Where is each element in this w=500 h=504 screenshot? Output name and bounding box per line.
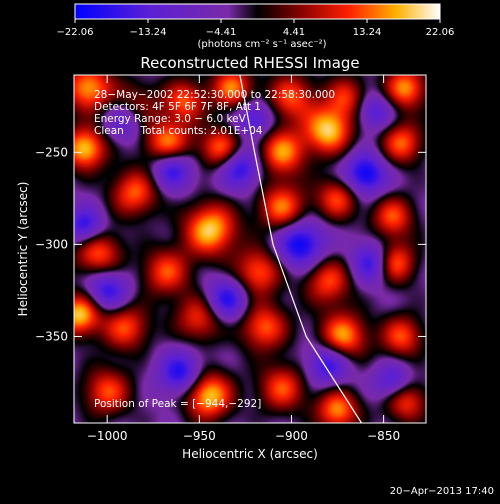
axis-ticks: −1000 −950 −900 −850 −250 −300 −350 [35, 75, 426, 443]
x-tick-label: −900 [275, 429, 308, 443]
colorbar-unit-label: (photons cm⁻² s⁻¹ asec⁻²) [197, 39, 326, 50]
y-tick-label: −300 [35, 237, 68, 251]
colorbar-tick-label: 13.24 [353, 27, 382, 38]
chart-title: Reconstructed RHESSI Image [140, 54, 359, 72]
plot-frame [73, 74, 427, 424]
heatmap-raster-holder [74, 75, 426, 423]
annotation-line-energy: Energy Range: 3.0 − 6.0 keV [94, 113, 247, 125]
solar-limb-curve [239, 75, 363, 423]
annotation-line-time: 28−May−2002 22:52:30.000 to 22:58:30.000 [94, 89, 335, 101]
peak-position-label: Position of Peak = [−944,−292] [94, 398, 261, 410]
heatmap-raster [74, 75, 426, 423]
colorbar-tick-label: 4.41 [283, 27, 305, 38]
x-tick-label: −1000 [87, 429, 128, 443]
y-tick-label: −250 [35, 145, 68, 159]
annotation-line-counts: Clean Total counts: 2.01E+04 [94, 125, 263, 137]
y-tick-label: −350 [35, 329, 68, 343]
annotation-line-detectors: Detectors: 4F 5F 6F 7F 8F, Att 1 [94, 101, 261, 113]
colorbar-ticks: −22.06 −13.24 −4.41 4.41 13.24 22.06 [56, 19, 454, 38]
y-axis-label: Heliocentric Y (arcsec) [16, 182, 30, 317]
colorbar-tick-label: −13.24 [129, 27, 166, 38]
colorbar [74, 3, 441, 20]
colorbar-tick-label: 22.06 [426, 27, 455, 38]
x-axis-label: Heliocentric X (arcsec) [182, 447, 318, 461]
annotation-block: 28−May−2002 22:52:30.000 to 22:58:30.000… [94, 89, 335, 137]
x-tick-label: −950 [183, 429, 216, 443]
render-timestamp: 20−Apr−2013 17:40 [390, 486, 494, 497]
colorbar-tick-label: −22.06 [56, 27, 93, 38]
x-tick-label: −850 [367, 429, 400, 443]
image-plot: −1000 −950 −900 −850 −250 −300 −350 28−May−200… [35, 74, 427, 443]
colorbar-tick-label: −4.41 [206, 27, 237, 38]
